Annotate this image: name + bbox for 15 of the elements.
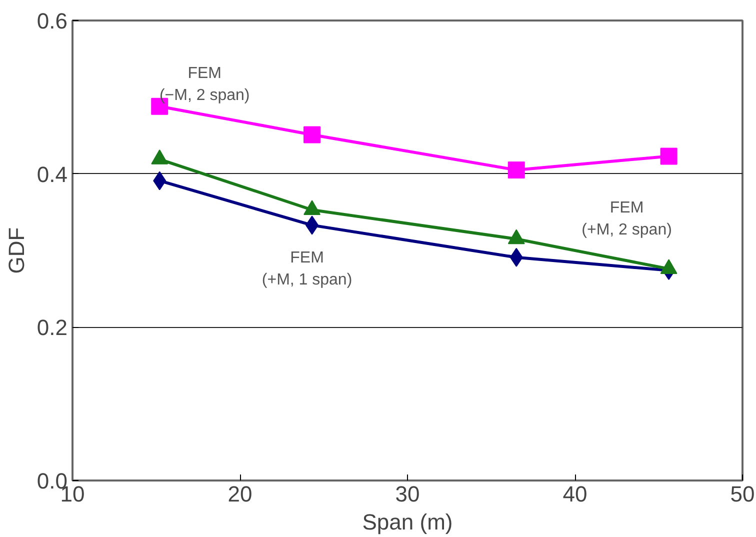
x-tick-label: 40	[562, 482, 588, 506]
y-axis-title: GDF	[4, 227, 29, 274]
point	[304, 126, 321, 144]
series-label: FEM (+M, 2 span)	[582, 199, 672, 238]
series-label: FEM (+M, 1 span)	[262, 250, 352, 289]
x-axis-title: Span (m)	[362, 510, 453, 534]
x-tick-label: 20	[228, 482, 252, 506]
point	[508, 162, 525, 178]
x-tick-label: 30	[395, 482, 420, 506]
y-tick-label: 0.2	[36, 315, 68, 340]
y-tick-label: 0.6	[36, 8, 68, 34]
x-tick-label: 50	[730, 482, 755, 506]
point	[660, 148, 678, 165]
y-tick-label: 0.4	[36, 162, 68, 187]
series-label: FEM (−M, 2 span)	[159, 64, 250, 104]
